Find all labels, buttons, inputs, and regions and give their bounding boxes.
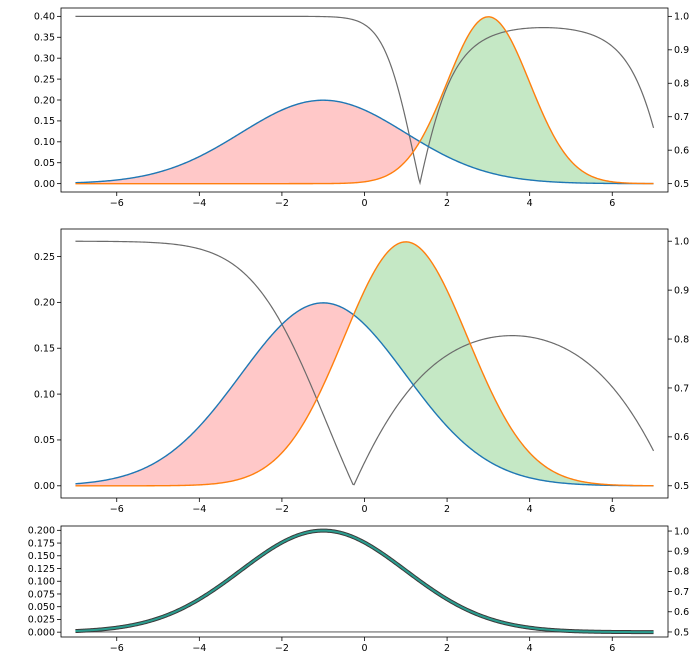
y-tick-label: 0.20 — [34, 298, 55, 309]
y2-tick-label: 0.9 — [674, 45, 689, 56]
y-tick-label: 0.05 — [34, 435, 55, 446]
x-tick-label: 0 — [361, 643, 367, 654]
y-tick-label: 0.000 — [28, 627, 55, 638]
subplot-2: −6 −4 −2 0 2 4 6 0.00 0.05 0.10 0.15 0.20 0.25 0.5 0.6… — [34, 228, 689, 515]
y-tick-label: 0.100 — [28, 577, 55, 588]
x-tick-label: 6 — [609, 643, 615, 654]
y2-tick-label: 0.6 — [674, 607, 689, 618]
y2-tick-label: 0.9 — [674, 285, 689, 296]
x-tick-label: 4 — [527, 504, 533, 515]
y2-tick-label: 0.5 — [674, 627, 689, 638]
y-tick-label: 0.050 — [28, 602, 55, 613]
y-tick-label: 0.35 — [34, 33, 55, 44]
y2-tick-label: 0.6 — [674, 145, 689, 156]
y2-tick-label: 0.9 — [674, 547, 689, 558]
x-tick-label: −2 — [275, 198, 289, 209]
y-tick-label: 0.00 — [34, 179, 55, 190]
y-tick-label: 0.15 — [34, 116, 55, 127]
y2-tick-label: 0.5 — [674, 481, 689, 492]
x-tick-label: −6 — [110, 198, 124, 209]
y-tick-label: 0.00 — [34, 481, 55, 492]
y2-tick-label: 0.8 — [674, 79, 689, 90]
x-tick-label: −6 — [110, 504, 124, 515]
y2-tick-label: 0.8 — [674, 567, 689, 578]
y-tick-label: 0.125 — [28, 564, 55, 575]
y-tick-label: 0.025 — [28, 615, 55, 626]
x-tick-label: −6 — [110, 643, 124, 654]
x-tick-label: −4 — [192, 643, 206, 654]
y-tick-label: 0.075 — [28, 589, 55, 600]
y2-tick-label: 0.8 — [674, 334, 689, 345]
series-overlap-line — [75, 529, 654, 634]
fill-region-blue-higher — [75, 100, 419, 184]
series-orange-line — [75, 16, 654, 185]
x-tick-label: −4 — [192, 198, 206, 209]
y-tick-label: 0.30 — [34, 53, 55, 64]
y2-tick-label: 1.0 — [674, 12, 689, 23]
x-tick-label: 0 — [361, 198, 367, 209]
y2-tick-label: 0.7 — [674, 587, 689, 598]
x-tick-label: −2 — [275, 504, 289, 515]
subplot-1: −6 −4 −2 0 2 4 6 0.00 0.05 0.10 0.15 0.20 0.25 0.30 0.… — [34, 7, 689, 209]
x-tick-label: 2 — [444, 643, 450, 654]
y-tick-label: 0.175 — [28, 538, 55, 549]
x-tick-label: 4 — [527, 643, 533, 654]
y-tick-label: 0.15 — [34, 344, 55, 355]
y2-tick-label: 0.6 — [674, 432, 689, 443]
y-tick-label: 0.200 — [28, 526, 55, 537]
x-tick-label: 6 — [609, 198, 615, 209]
x-tick-label: 4 — [527, 198, 533, 209]
y-tick-label: 0.10 — [34, 137, 55, 148]
series-blue-line — [75, 302, 654, 487]
x-tick-label: 2 — [444, 504, 450, 515]
y-tick-label: 0.10 — [34, 389, 55, 400]
x-tick-label: 2 — [444, 198, 450, 209]
x-tick-label: −2 — [275, 643, 289, 654]
y2-tick-label: 0.5 — [674, 179, 689, 190]
series-orange-line — [75, 241, 654, 487]
y-tick-label: 0.150 — [28, 551, 55, 562]
y-tick-label: 0.40 — [34, 12, 55, 23]
x-tick-label: −4 — [192, 504, 206, 515]
series-blue-line — [75, 99, 654, 185]
series-posterior-max-line — [75, 240, 655, 486]
y2-tick-label: 1.0 — [674, 526, 689, 537]
y-tick-label: 0.05 — [34, 158, 55, 169]
y2-tick-label: 1.0 — [674, 237, 689, 248]
fill-region-orange-higher — [354, 241, 654, 486]
fill-region-blue-higher — [75, 302, 353, 486]
y-tick-label: 0.20 — [34, 95, 55, 106]
x-tick-label: 0 — [361, 504, 367, 515]
y2-tick-label: 0.7 — [674, 383, 689, 394]
y-tick-label: 0.25 — [34, 252, 55, 263]
series-posterior-max-line — [75, 15, 655, 186]
y2-tick-label: 0.7 — [674, 112, 689, 123]
x-tick-label: 6 — [609, 504, 615, 515]
y-tick-label: 0.25 — [34, 74, 55, 85]
